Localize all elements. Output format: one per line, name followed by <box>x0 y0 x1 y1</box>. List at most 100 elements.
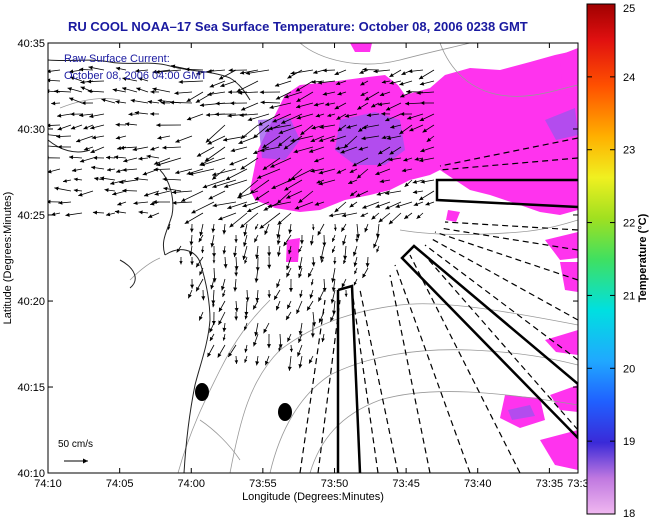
sst-patch-north <box>350 43 372 52</box>
radar-radial <box>359 289 399 473</box>
current-vector-head <box>284 186 289 191</box>
current-vector-head <box>234 272 239 277</box>
current-vector-head <box>217 353 222 358</box>
current-vector-head <box>172 190 177 195</box>
current-vector-head <box>218 216 223 221</box>
current-vector-head <box>294 205 300 210</box>
current-vector-head <box>308 149 314 153</box>
current-vector-head <box>283 145 289 150</box>
overlay-line-1: Raw Surface Current: <box>64 53 170 65</box>
current-vector-head <box>277 220 282 225</box>
current-vector-head <box>57 144 62 149</box>
current-vector-head <box>207 92 212 97</box>
current-vector-head <box>155 69 160 74</box>
current-vector-head <box>310 168 315 173</box>
current-vector-head <box>83 125 88 130</box>
current-vector-head <box>340 149 345 154</box>
current-vector-head <box>236 88 242 92</box>
current-vector-head <box>114 155 119 160</box>
current-vector-head <box>419 117 425 121</box>
current-vector-head <box>115 122 120 127</box>
current-vector-head <box>196 262 200 268</box>
current-vector-head <box>290 138 295 143</box>
current-vector-head <box>321 259 324 263</box>
current-vector-head <box>201 296 206 301</box>
current-vector-head <box>120 145 125 150</box>
current-vector-head <box>179 261 183 265</box>
radar-radial <box>439 227 578 251</box>
colorbar-tick-label: 24 <box>623 72 635 84</box>
current-vector-head <box>196 286 200 292</box>
radar-radial <box>317 299 341 473</box>
current-vector-head <box>375 204 380 208</box>
current-vector-head <box>175 138 180 143</box>
current-vector-head <box>298 265 303 270</box>
current-vector-head <box>390 124 395 129</box>
current-vector-head <box>400 112 405 117</box>
current-vector-head <box>58 200 63 205</box>
current-vector-head <box>229 161 234 166</box>
current-vector-head <box>222 137 228 142</box>
current-vector-head <box>239 113 244 118</box>
current-vector-head <box>214 112 219 117</box>
current-vector-head <box>341 227 346 232</box>
current-vector-head <box>247 117 253 122</box>
current-vector <box>155 69 182 73</box>
current-vector-head <box>384 191 390 196</box>
current-vector-head <box>360 213 365 217</box>
current-vector-head <box>412 190 418 194</box>
colorbar-tick-label: 18 <box>623 508 635 518</box>
x-tick-label: 74:00 <box>177 478 205 490</box>
current-vector-head <box>311 262 316 267</box>
scale-label: 50 cm/s <box>58 439 93 450</box>
current-vector-head <box>69 97 74 102</box>
current-vector <box>178 80 204 83</box>
current-vector-head <box>153 167 158 172</box>
current-vector-head <box>336 169 342 174</box>
current-vector-head <box>267 294 271 298</box>
x-tick-label: 73:55 <box>249 478 277 490</box>
current-vector-head <box>399 81 404 86</box>
current-vector-head <box>63 179 67 183</box>
current-vector-head <box>321 338 325 343</box>
current-vector-head <box>330 317 334 322</box>
current-vector-head <box>311 125 316 130</box>
current-vector-head <box>255 254 259 259</box>
current-vector-head <box>67 87 72 91</box>
current-vector <box>189 168 215 176</box>
current-vector-head <box>260 148 265 153</box>
x-tick-label: 73:35 <box>536 478 564 490</box>
current-vector-head <box>341 283 346 288</box>
current-vector-head <box>267 264 272 269</box>
current-vector-head <box>318 181 323 186</box>
current-vector-head <box>122 167 127 172</box>
current-vector-head <box>123 158 128 163</box>
current-vector-head <box>210 243 215 248</box>
current-vector-head <box>207 140 213 145</box>
current-vector-head <box>377 102 383 107</box>
current-vector-head <box>170 64 176 69</box>
current-vector-head <box>163 186 168 191</box>
current-vector-head <box>299 240 304 245</box>
current-vector-head <box>266 344 271 349</box>
current-vector-head <box>389 150 394 155</box>
current-vector-head <box>215 101 220 106</box>
current-vector-head <box>134 110 139 115</box>
current-vector-head <box>267 203 273 208</box>
current-vector-head <box>90 165 96 170</box>
current-vector-head <box>254 331 259 337</box>
current-vector-head <box>189 171 194 176</box>
current-vector-head <box>322 68 327 73</box>
current-vector-head <box>389 80 394 85</box>
current-vector-head <box>70 76 75 81</box>
current-vector-head <box>265 128 270 132</box>
current-vector-head <box>395 204 400 208</box>
current-vector-head <box>332 310 336 315</box>
current-vector-head <box>298 330 303 336</box>
current-vector-head <box>253 150 258 154</box>
radar-radial <box>429 237 578 321</box>
current-vector-head <box>255 297 260 303</box>
current-vector-head <box>296 309 300 314</box>
current-vector <box>48 145 61 148</box>
current-vector-head <box>381 135 386 140</box>
